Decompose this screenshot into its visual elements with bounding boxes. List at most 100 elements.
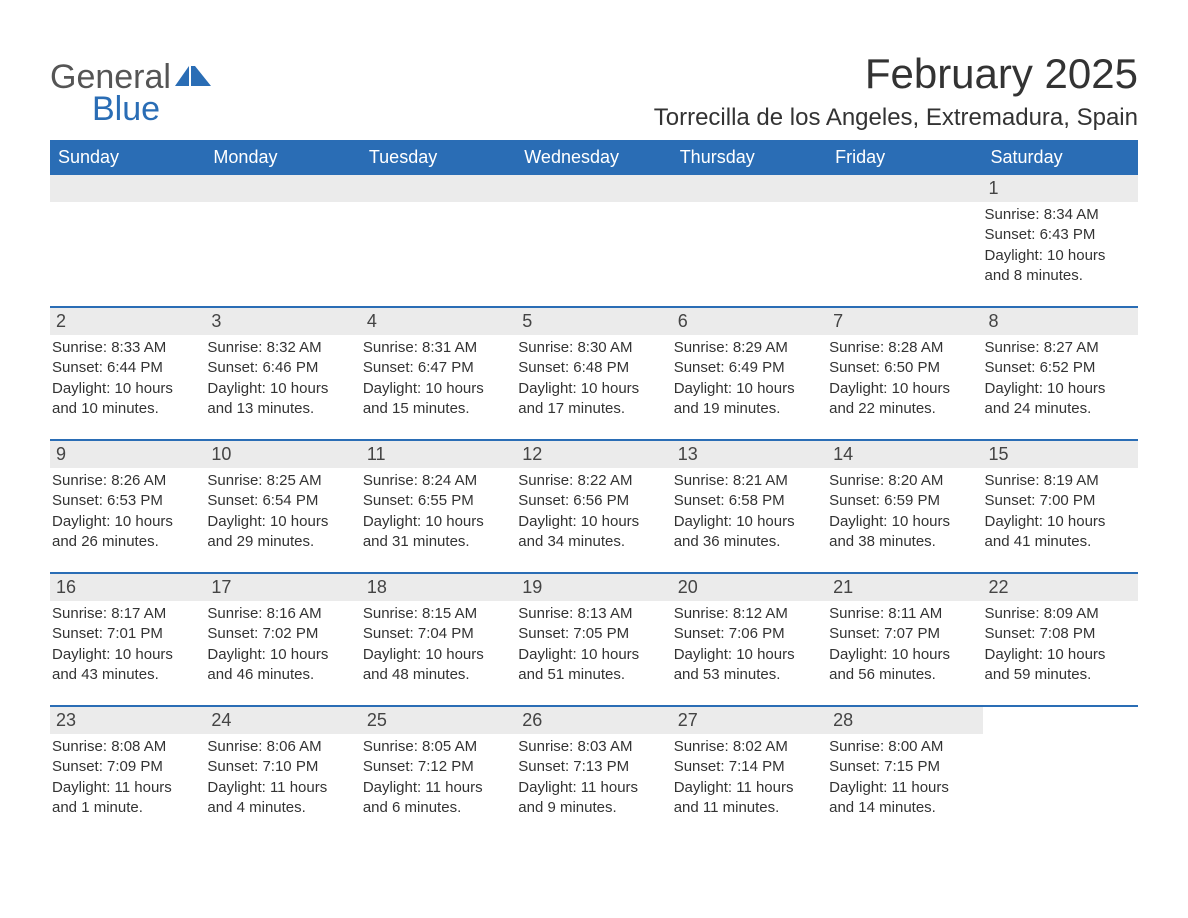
day-d1: Daylight: 10 hours bbox=[518, 512, 665, 532]
day-d2: and 56 minutes. bbox=[829, 665, 976, 685]
day-sunrise: Sunrise: 8:29 AM bbox=[674, 338, 821, 358]
day-d2: and 38 minutes. bbox=[829, 532, 976, 552]
day-cell: 27Sunrise: 8:02 AMSunset: 7:14 PMDayligh… bbox=[672, 707, 827, 818]
day-empty bbox=[361, 175, 516, 202]
day-d1: Daylight: 11 hours bbox=[829, 778, 976, 798]
day-number: 17 bbox=[205, 574, 360, 601]
day-d2: and 51 minutes. bbox=[518, 665, 665, 685]
week-row: 2Sunrise: 8:33 AMSunset: 6:44 PMDaylight… bbox=[50, 306, 1138, 419]
day-cell: 7Sunrise: 8:28 AMSunset: 6:50 PMDaylight… bbox=[827, 308, 982, 419]
week-row: 16Sunrise: 8:17 AMSunset: 7:01 PMDayligh… bbox=[50, 572, 1138, 685]
day-number: 9 bbox=[50, 441, 205, 468]
month-title: February 2025 bbox=[654, 50, 1138, 98]
day-d2: and 26 minutes. bbox=[52, 532, 199, 552]
day-sunset: Sunset: 6:48 PM bbox=[518, 358, 665, 378]
day-d2: and 10 minutes. bbox=[52, 399, 199, 419]
day-sunset: Sunset: 7:14 PM bbox=[674, 757, 821, 777]
day-cell bbox=[205, 175, 360, 286]
day-d2: and 46 minutes. bbox=[207, 665, 354, 685]
day-number: 21 bbox=[827, 574, 982, 601]
day-sunset: Sunset: 7:04 PM bbox=[363, 624, 510, 644]
logo-text: General Blue bbox=[50, 60, 171, 127]
day-d2: and 43 minutes. bbox=[52, 665, 199, 685]
day-sunset: Sunset: 7:12 PM bbox=[363, 757, 510, 777]
day-body: Sunrise: 8:25 AMSunset: 6:54 PMDaylight:… bbox=[205, 468, 360, 552]
day-d1: Daylight: 10 hours bbox=[363, 379, 510, 399]
day-sunset: Sunset: 6:46 PM bbox=[207, 358, 354, 378]
day-sunset: Sunset: 6:58 PM bbox=[674, 491, 821, 511]
day-cell: 23Sunrise: 8:08 AMSunset: 7:09 PMDayligh… bbox=[50, 707, 205, 818]
day-cell: 20Sunrise: 8:12 AMSunset: 7:06 PMDayligh… bbox=[672, 574, 827, 685]
day-number: 15 bbox=[983, 441, 1138, 468]
day-number: 23 bbox=[50, 707, 205, 734]
day-cell: 25Sunrise: 8:05 AMSunset: 7:12 PMDayligh… bbox=[361, 707, 516, 818]
day-cell: 19Sunrise: 8:13 AMSunset: 7:05 PMDayligh… bbox=[516, 574, 671, 685]
day-sunrise: Sunrise: 8:16 AM bbox=[207, 604, 354, 624]
day-d2: and 22 minutes. bbox=[829, 399, 976, 419]
day-number: 26 bbox=[516, 707, 671, 734]
day-d1: Daylight: 10 hours bbox=[207, 512, 354, 532]
day-sunset: Sunset: 7:13 PM bbox=[518, 757, 665, 777]
day-cell: 11Sunrise: 8:24 AMSunset: 6:55 PMDayligh… bbox=[361, 441, 516, 552]
day-cell: 14Sunrise: 8:20 AMSunset: 6:59 PMDayligh… bbox=[827, 441, 982, 552]
day-d1: Daylight: 10 hours bbox=[674, 645, 821, 665]
day-cell bbox=[50, 175, 205, 286]
day-sunset: Sunset: 6:54 PM bbox=[207, 491, 354, 511]
day-d1: Daylight: 10 hours bbox=[518, 379, 665, 399]
day-number: 27 bbox=[672, 707, 827, 734]
day-d1: Daylight: 10 hours bbox=[363, 512, 510, 532]
week-row: 23Sunrise: 8:08 AMSunset: 7:09 PMDayligh… bbox=[50, 705, 1138, 818]
day-sunrise: Sunrise: 8:08 AM bbox=[52, 737, 199, 757]
day-body: Sunrise: 8:08 AMSunset: 7:09 PMDaylight:… bbox=[50, 734, 205, 818]
logo-part2: Blue bbox=[92, 92, 171, 128]
day-number: 8 bbox=[983, 308, 1138, 335]
day-body: Sunrise: 8:00 AMSunset: 7:15 PMDaylight:… bbox=[827, 734, 982, 818]
day-body: Sunrise: 8:12 AMSunset: 7:06 PMDaylight:… bbox=[672, 601, 827, 685]
day-sunrise: Sunrise: 8:19 AM bbox=[985, 471, 1132, 491]
day-d2: and 8 minutes. bbox=[985, 266, 1132, 286]
day-number: 7 bbox=[827, 308, 982, 335]
day-sunrise: Sunrise: 8:32 AM bbox=[207, 338, 354, 358]
day-sunset: Sunset: 6:43 PM bbox=[985, 225, 1132, 245]
day-d1: Daylight: 10 hours bbox=[829, 512, 976, 532]
location: Torrecilla de los Angeles, Extremadura, … bbox=[654, 104, 1138, 132]
day-body: Sunrise: 8:21 AMSunset: 6:58 PMDaylight:… bbox=[672, 468, 827, 552]
day-body: Sunrise: 8:24 AMSunset: 6:55 PMDaylight:… bbox=[361, 468, 516, 552]
day-cell bbox=[983, 707, 1138, 818]
day-d2: and 36 minutes. bbox=[674, 532, 821, 552]
day-d1: Daylight: 10 hours bbox=[674, 379, 821, 399]
day-cell: 10Sunrise: 8:25 AMSunset: 6:54 PMDayligh… bbox=[205, 441, 360, 552]
day-cell: 24Sunrise: 8:06 AMSunset: 7:10 PMDayligh… bbox=[205, 707, 360, 818]
day-d1: Daylight: 11 hours bbox=[363, 778, 510, 798]
day-sunrise: Sunrise: 8:11 AM bbox=[829, 604, 976, 624]
day-number: 22 bbox=[983, 574, 1138, 601]
day-cell: 3Sunrise: 8:32 AMSunset: 6:46 PMDaylight… bbox=[205, 308, 360, 419]
day-d2: and 59 minutes. bbox=[985, 665, 1132, 685]
day-cell: 9Sunrise: 8:26 AMSunset: 6:53 PMDaylight… bbox=[50, 441, 205, 552]
day-d1: Daylight: 10 hours bbox=[829, 645, 976, 665]
day-d1: Daylight: 10 hours bbox=[829, 379, 976, 399]
day-d2: and 13 minutes. bbox=[207, 399, 354, 419]
day-number: 28 bbox=[827, 707, 982, 734]
day-d2: and 34 minutes. bbox=[518, 532, 665, 552]
day-cell: 12Sunrise: 8:22 AMSunset: 6:56 PMDayligh… bbox=[516, 441, 671, 552]
day-number: 11 bbox=[361, 441, 516, 468]
day-cell: 22Sunrise: 8:09 AMSunset: 7:08 PMDayligh… bbox=[983, 574, 1138, 685]
day-d1: Daylight: 10 hours bbox=[52, 645, 199, 665]
day-sunset: Sunset: 7:01 PM bbox=[52, 624, 199, 644]
day-sunset: Sunset: 6:44 PM bbox=[52, 358, 199, 378]
day-body: Sunrise: 8:33 AMSunset: 6:44 PMDaylight:… bbox=[50, 335, 205, 419]
day-number: 14 bbox=[827, 441, 982, 468]
day-sunset: Sunset: 6:52 PM bbox=[985, 358, 1132, 378]
day-sunset: Sunset: 7:15 PM bbox=[829, 757, 976, 777]
day-body: Sunrise: 8:09 AMSunset: 7:08 PMDaylight:… bbox=[983, 601, 1138, 685]
day-sunset: Sunset: 6:59 PM bbox=[829, 491, 976, 511]
day-sunset: Sunset: 7:06 PM bbox=[674, 624, 821, 644]
day-cell: 6Sunrise: 8:29 AMSunset: 6:49 PMDaylight… bbox=[672, 308, 827, 419]
day-number: 6 bbox=[672, 308, 827, 335]
day-number: 10 bbox=[205, 441, 360, 468]
day-d1: Daylight: 10 hours bbox=[985, 645, 1132, 665]
weekday-header: Friday bbox=[827, 140, 982, 175]
day-sunset: Sunset: 7:10 PM bbox=[207, 757, 354, 777]
day-d1: Daylight: 10 hours bbox=[674, 512, 821, 532]
